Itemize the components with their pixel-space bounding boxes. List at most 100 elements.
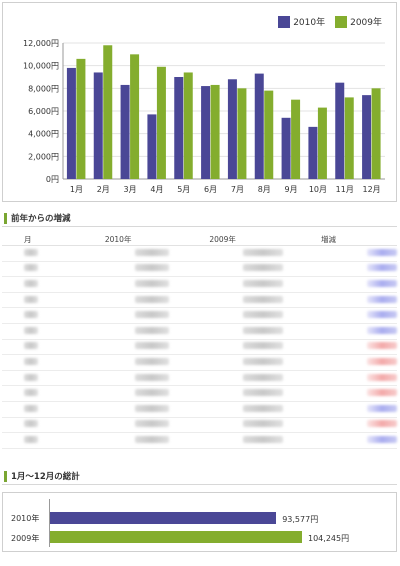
redacted-value xyxy=(24,420,38,428)
cell-2009 xyxy=(209,292,315,309)
redacted-value xyxy=(24,404,38,412)
cell-month xyxy=(2,370,105,387)
cell-2009 xyxy=(209,401,315,418)
bar-2010 xyxy=(93,72,103,179)
cell-2010 xyxy=(104,292,210,309)
section-divider xyxy=(2,226,397,227)
monthly-bar-chart: 0円 2,000円 4,000円 6,000円 8,000円 10,000円 12,000円… xyxy=(23,39,385,194)
redacted-value xyxy=(367,389,397,397)
diff-table-row xyxy=(2,354,397,371)
total-value-2010: 93,577円 xyxy=(282,515,319,524)
redacted-value xyxy=(134,279,169,287)
cell-2009 xyxy=(209,417,315,434)
bar-2009 xyxy=(264,90,274,179)
total-bar-2009 xyxy=(50,531,302,543)
redacted-value xyxy=(243,264,284,272)
cell-2009 xyxy=(209,385,315,402)
redacted-value xyxy=(134,264,169,272)
total-label-2010: 2010年 xyxy=(11,514,40,523)
redacted-value xyxy=(367,435,397,443)
cell-2010 xyxy=(104,323,210,340)
cell-change xyxy=(315,307,397,324)
y-tick-label: 10,000円 xyxy=(23,62,59,71)
cell-2009 xyxy=(209,354,315,371)
cell-2010 xyxy=(104,385,210,402)
redacted-value xyxy=(243,389,284,397)
diff-table: 月 2010年 2009年 増減 xyxy=(2,233,397,449)
bar-2009 xyxy=(156,66,166,179)
header-2010: 2010年 xyxy=(104,233,210,246)
diff-table-row xyxy=(2,432,397,449)
cell-month xyxy=(2,401,105,418)
total-bar-2010 xyxy=(50,512,277,524)
redacted-value xyxy=(24,373,38,381)
x-tick-label: 8月 xyxy=(258,185,271,194)
redacted-value xyxy=(24,342,38,350)
bar-2010 xyxy=(201,86,211,179)
redacted-value xyxy=(243,279,284,287)
redacted-value xyxy=(243,357,284,365)
y-tick-label: 6,000円 xyxy=(28,107,59,116)
cell-change xyxy=(315,323,397,340)
bar-2009 xyxy=(291,99,301,179)
cell-2009 xyxy=(209,245,315,262)
bar-2009 xyxy=(371,88,381,179)
redacted-value xyxy=(24,311,38,319)
redacted-value xyxy=(24,295,38,303)
redacted-value xyxy=(243,311,284,319)
total-value-2009: 104,245円 xyxy=(308,534,350,543)
cell-change xyxy=(315,432,397,449)
cell-month xyxy=(2,292,105,309)
bar-2010 xyxy=(281,117,291,179)
section-marker-icon xyxy=(4,470,7,482)
bar-2010 xyxy=(362,95,372,179)
cell-month xyxy=(2,354,105,371)
cell-2010 xyxy=(104,339,210,356)
diff-table-row xyxy=(2,276,397,293)
legend-item-2009[interactable]: 2009年 xyxy=(335,15,382,28)
diff-table-row xyxy=(2,261,397,278)
cell-month xyxy=(2,385,105,402)
bar-2010 xyxy=(308,126,318,179)
legend-item-2010[interactable]: 2010年 xyxy=(278,15,325,28)
redacted-value xyxy=(367,264,397,272)
x-tick-label: 12月 xyxy=(362,185,380,194)
cell-2010 xyxy=(104,417,210,434)
bar-2010 xyxy=(147,114,157,179)
redacted-value xyxy=(134,435,169,443)
total-section-title: 1月～12月の総計 xyxy=(4,470,80,482)
cell-2010 xyxy=(104,354,210,371)
cell-month xyxy=(2,245,105,262)
redacted-value xyxy=(134,326,169,334)
cell-change xyxy=(315,385,397,402)
legend-label-2010: 2010年 xyxy=(293,18,326,28)
diff-section-title: 前年からの増減 xyxy=(4,212,71,224)
cell-2010 xyxy=(104,432,210,449)
y-tick-label: 4,000円 xyxy=(28,130,59,139)
redacted-value xyxy=(134,311,169,319)
redacted-value xyxy=(367,357,397,365)
redacted-value xyxy=(367,295,397,303)
cell-change xyxy=(315,354,397,371)
diff-section-title-text: 前年からの増減 xyxy=(11,214,71,224)
cell-change xyxy=(315,292,397,309)
redacted-value xyxy=(24,326,38,334)
redacted-value xyxy=(367,279,397,287)
cell-month xyxy=(2,323,105,340)
redacted-value xyxy=(134,248,169,256)
total-chart-panel: 2010年 93,577円 2009年 104,245円 xyxy=(2,492,397,552)
cell-change xyxy=(315,401,397,418)
x-tick-label: 6月 xyxy=(204,185,217,194)
cell-2009 xyxy=(209,307,315,324)
cell-2009 xyxy=(209,323,315,340)
diff-table-row xyxy=(2,245,397,262)
redacted-value xyxy=(24,248,38,256)
cell-change xyxy=(315,245,397,262)
x-tick-label: 9月 xyxy=(285,185,298,194)
x-tick-label: 10月 xyxy=(309,185,327,194)
cell-2010 xyxy=(104,307,210,324)
total-chart-axis xyxy=(49,499,50,547)
diff-table-row xyxy=(2,339,397,356)
bar-2010 xyxy=(174,77,184,179)
bar-2009 xyxy=(76,58,86,179)
